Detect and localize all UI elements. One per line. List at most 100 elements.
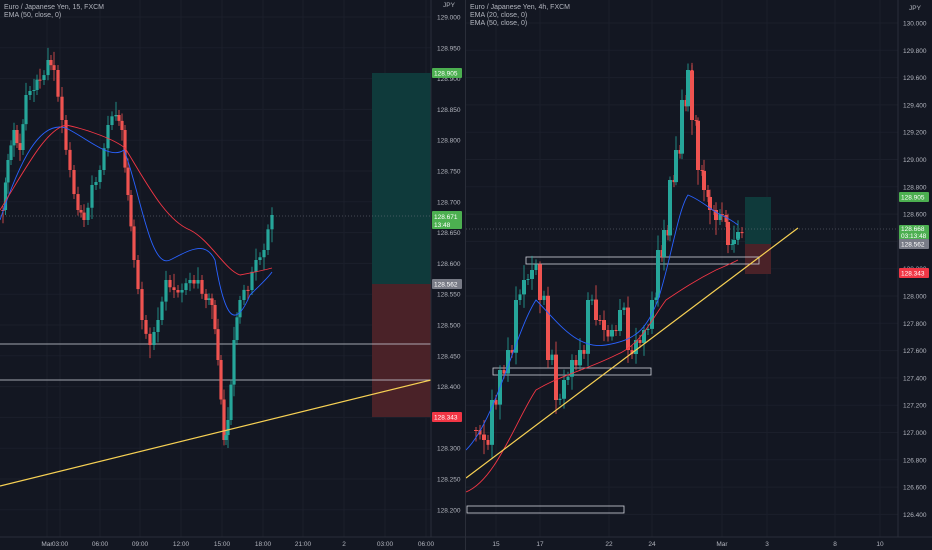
candle-body[interactable]: [94, 182, 98, 185]
candle-body[interactable]: [117, 115, 121, 121]
current-price-tag[interactable]: [899, 225, 929, 240]
ema-50-line[interactable]: [466, 259, 739, 493]
candle-body[interactable]: [538, 264, 542, 300]
candle-body[interactable]: [490, 400, 494, 445]
candle-body[interactable]: [626, 307, 630, 350]
stop-zone[interactable]: [372, 284, 431, 417]
candle-body[interactable]: [510, 350, 514, 353]
candle-body[interactable]: [160, 301, 164, 320]
candle-body[interactable]: [680, 100, 684, 154]
candle-body[interactable]: [590, 299, 594, 301]
candle-body[interactable]: [650, 300, 654, 329]
candle-body[interactable]: [522, 280, 526, 295]
candle-body[interactable]: [42, 75, 46, 80]
stop-price-tag[interactable]: [432, 412, 462, 422]
candle-body[interactable]: [690, 70, 694, 120]
candle-body[interactable]: [210, 298, 214, 305]
candle-body[interactable]: [114, 115, 118, 117]
zone-rectangle[interactable]: [466, 505, 625, 514]
ema-20-legend[interactable]: EMA (20, close, 0): [470, 12, 528, 19]
candle-body[interactable]: [86, 207, 90, 220]
candle-body[interactable]: [714, 210, 718, 220]
candle-body[interactable]: [718, 214, 722, 220]
candle-body[interactable]: [736, 232, 740, 239]
candle-body[interactable]: [562, 380, 566, 399]
candle-body[interactable]: [172, 287, 176, 290]
ema-legend[interactable]: EMA (50, close, 0): [4, 12, 62, 19]
candle-body[interactable]: [144, 320, 148, 334]
candle-body[interactable]: [56, 70, 60, 97]
price-chart-4h[interactable]: 130.000 129.800 129.600 129.400 129.200 129.0…: [466, 0, 932, 550]
candle-body[interactable]: [708, 196, 712, 210]
candle-body[interactable]: [46, 60, 50, 76]
price-chart-15m[interactable]: 129.000 128.950 128.900 128.850 128.800 128.7…: [0, 0, 465, 550]
candle-body[interactable]: [262, 250, 266, 258]
candle-body[interactable]: [694, 120, 698, 121]
candle-body[interactable]: [213, 305, 217, 330]
candle-body[interactable]: [156, 320, 160, 332]
candle-body[interactable]: [518, 294, 522, 300]
candle-body[interactable]: [610, 330, 614, 337]
candle-body[interactable]: [586, 300, 590, 354]
candle-body[interactable]: [64, 120, 68, 150]
candle-body[interactable]: [622, 307, 626, 310]
candle-body[interactable]: [82, 212, 86, 220]
candle-body[interactable]: [618, 310, 622, 332]
candle-body[interactable]: [3, 182, 8, 210]
candle-body[interactable]: [129, 195, 133, 227]
candle-body[interactable]: [654, 297, 658, 300]
candle-body[interactable]: [700, 170, 704, 171]
candle-body[interactable]: [526, 278, 530, 280]
candle-body[interactable]: [18, 143, 22, 150]
entry-price-tag[interactable]: [899, 239, 929, 249]
target-zone[interactable]: [372, 73, 431, 284]
candle-body[interactable]: [482, 434, 486, 440]
zone-rectangle[interactable]: [525, 256, 760, 265]
trend-line[interactable]: [466, 227, 799, 479]
candle-body[interactable]: [176, 290, 180, 293]
stop-price-tag[interactable]: [899, 268, 929, 278]
symbol-title[interactable]: Euro / Japanese Yen, 15, FXCM: [4, 4, 105, 11]
trend-line[interactable]: [0, 379, 432, 487]
candle-body[interactable]: [732, 240, 736, 245]
candle-body[interactable]: [60, 96, 64, 120]
candle-body[interactable]: [98, 170, 102, 183]
candle-body[interactable]: [474, 430, 478, 431]
candle-body[interactable]: [207, 298, 211, 300]
candle-body[interactable]: [246, 289, 250, 291]
chart-pane-15m[interactable]: 129.000 128.950 128.900 128.850 128.800 128.7…: [0, 0, 465, 550]
candle-body[interactable]: [578, 350, 582, 366]
candle-body[interactable]: [494, 400, 498, 405]
candle-body[interactable]: [196, 280, 200, 284]
candle-body[interactable]: [192, 280, 196, 284]
candle-body[interactable]: [224, 435, 228, 440]
chart-pane-4h[interactable]: 130.000 129.800 129.600 129.400 129.200 129.0…: [466, 0, 932, 550]
candle-body[interactable]: [168, 280, 172, 288]
candle-body[interactable]: [21, 124, 25, 150]
stop-zone[interactable]: [745, 244, 771, 274]
candle-body[interactable]: [702, 170, 706, 190]
candle-body[interactable]: [106, 125, 110, 149]
target-price-tag[interactable]: [432, 68, 462, 78]
symbol-title[interactable]: Euro / Japanese Yen, 4h, FXCM: [470, 4, 571, 11]
target-price-tag[interactable]: [899, 192, 929, 202]
entry-price-tag[interactable]: [432, 279, 462, 289]
candle-body[interactable]: [216, 329, 220, 360]
candle-body[interactable]: [554, 354, 558, 400]
candle-body[interactable]: [200, 280, 204, 294]
candle-body[interactable]: [558, 398, 562, 400]
candle-body[interactable]: [140, 289, 144, 320]
candle-body[interactable]: [630, 350, 634, 355]
candle-body[interactable]: [662, 230, 666, 257]
candle-body[interactable]: [226, 420, 230, 436]
candle-body[interactable]: [668, 180, 672, 236]
candle-body[interactable]: [642, 330, 646, 343]
candle-body[interactable]: [204, 293, 208, 300]
candle-body[interactable]: [574, 360, 578, 366]
candle-body[interactable]: [12, 130, 16, 146]
candle-body[interactable]: [24, 95, 28, 125]
candle-body[interactable]: [148, 333, 152, 345]
candle-body[interactable]: [79, 210, 83, 213]
candle-body[interactable]: [566, 376, 570, 380]
candle-body[interactable]: [686, 70, 690, 107]
